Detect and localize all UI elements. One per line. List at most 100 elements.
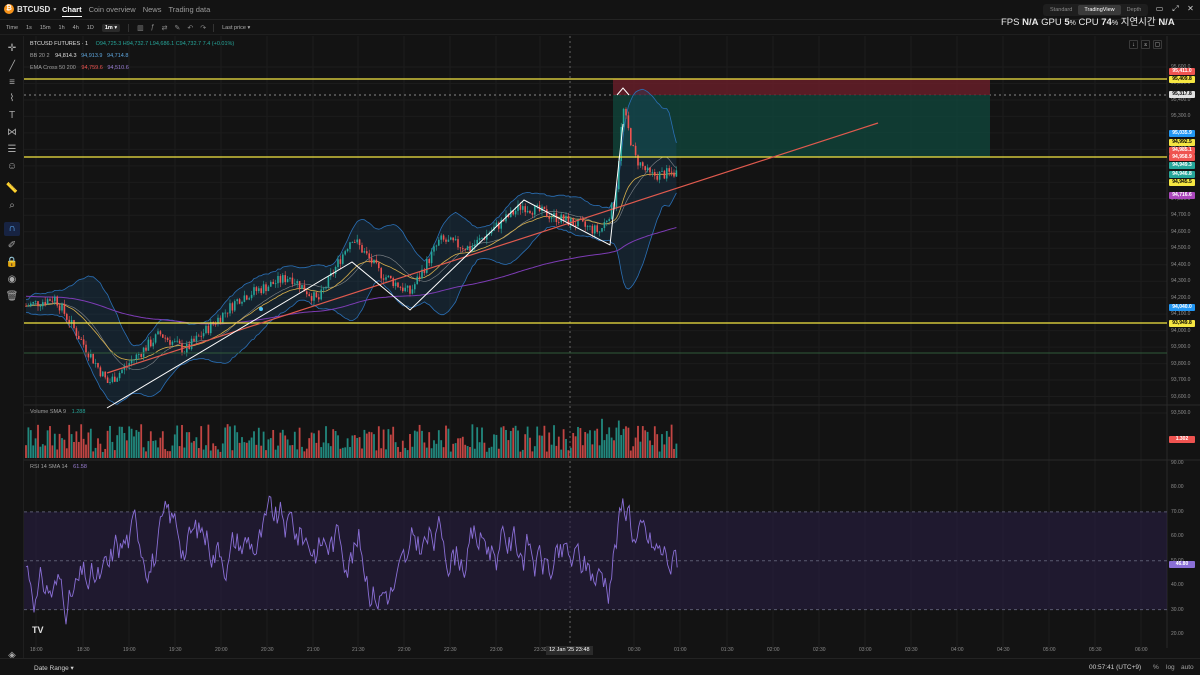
volume-bar (622, 428, 625, 458)
log-toggle[interactable]: log (1166, 664, 1175, 671)
volume-bar (262, 431, 265, 458)
interval-1d[interactable]: 1D (86, 24, 94, 31)
volume-bar (286, 439, 289, 458)
view-tradingview[interactable]: TradingView (1078, 5, 1121, 15)
candle-body (73, 320, 75, 329)
cpu-value: 74 (1101, 17, 1112, 28)
candle-body (46, 299, 49, 305)
volume-bar (116, 435, 119, 458)
lock-icon[interactable]: 🔒 (5, 257, 19, 268)
candle-body (534, 205, 536, 215)
tradingview-logo: TV (32, 625, 44, 635)
maximize-icon[interactable]: ⤢ (1172, 4, 1179, 13)
hline-icon[interactable]: ≡ (9, 77, 15, 88)
close-icon[interactable]: ✕ (1187, 4, 1194, 13)
performance-overlay: FPS N/A GPU 5% CPU 74% 지연시간 N/A (1001, 14, 1175, 28)
candle-body (90, 353, 92, 358)
date-range-button[interactable]: Date Range ▾ (34, 664, 74, 672)
auto-toggle[interactable]: auto (1181, 664, 1194, 671)
candle-body (632, 145, 634, 147)
magnet-icon[interactable]: ∩ (4, 222, 20, 236)
volume-bar (94, 447, 97, 458)
minimize-icon[interactable]: ▭ (1155, 4, 1164, 13)
candle-body (255, 287, 258, 292)
candle-body (567, 215, 570, 226)
trendline-icon[interactable]: ╱ (8, 61, 16, 72)
interval-15m[interactable]: 15m (39, 24, 51, 31)
volume-bar (620, 435, 623, 458)
time-axis-label: 19:30 (169, 647, 182, 653)
ruler-icon[interactable]: 📏 (5, 183, 19, 194)
candle-body (570, 218, 572, 226)
tab-trading-data[interactable]: Trading data (168, 5, 211, 14)
compare-icon[interactable]: ⇄ (161, 24, 168, 32)
interval-4h[interactable]: 4h (72, 24, 79, 31)
candle-body (630, 128, 632, 146)
draw-icon[interactable]: ✎ (174, 24, 181, 32)
tab-chart[interactable]: Chart (62, 5, 82, 17)
interval-1m[interactable]: 1m ▾ (101, 23, 121, 32)
candle-body (200, 335, 202, 337)
volume-bar (593, 430, 596, 458)
volume-bar (195, 437, 198, 458)
layers-icon[interactable]: ◈ (8, 650, 16, 661)
undo-icon[interactable]: ↶ (187, 24, 194, 32)
chart-canvas[interactable] (24, 36, 1200, 658)
symbol-selector[interactable]: ₿ BTCUSD ▾ (4, 4, 56, 14)
volume-bar (49, 426, 51, 458)
indicators-icon[interactable]: ƒ (150, 24, 155, 31)
eye-icon[interactable]: ◉ (7, 274, 17, 285)
tab-coin-overview[interactable]: Coin overview (88, 5, 136, 14)
drawings[interactable] (24, 78, 1167, 409)
price-type-select[interactable]: Last price ▾ (222, 25, 250, 31)
trash-icon[interactable]: 🗑 (5, 291, 19, 302)
volume-bar (159, 437, 162, 458)
volume-bar (51, 445, 54, 458)
candle-body (584, 221, 586, 227)
candle-body (358, 239, 361, 246)
candle-body (308, 294, 310, 297)
tab-news[interactable]: News (142, 5, 162, 14)
volume-bar (171, 445, 174, 458)
interval-1h[interactable]: 1h (58, 24, 65, 31)
zoom-icon[interactable]: ⌕ (9, 200, 15, 211)
volume-bar (641, 426, 644, 458)
candle-type-icon[interactable]: ▥ (137, 24, 144, 32)
volume-bar (579, 428, 582, 458)
xabcd-icon[interactable]: ⋈ (7, 127, 17, 138)
crosshair-icon[interactable]: ✛ (7, 43, 17, 54)
ema-slow: 94,510.6 (107, 65, 129, 71)
interval-1s[interactable]: 1s (26, 24, 32, 31)
price-axis-label: 95,600.0 (1171, 64, 1191, 70)
brush-icon[interactable]: ✐ (7, 240, 17, 251)
candle-body (56, 296, 58, 306)
volume-bar (332, 429, 335, 458)
candle-body (236, 299, 238, 302)
text-icon[interactable]: T (8, 110, 16, 121)
view-standard[interactable]: Standard (1050, 7, 1073, 13)
volume-bar (385, 449, 387, 458)
candle-body (634, 145, 637, 156)
candle-body (195, 335, 198, 342)
volume-bar (610, 437, 613, 458)
volume-bar (529, 437, 531, 458)
candle-body (207, 325, 210, 334)
volume-bar (209, 450, 212, 458)
price-axis-label: 94,600.0 (1171, 228, 1191, 235)
candle-body (265, 284, 267, 292)
candle-body (421, 269, 423, 279)
candle-body (202, 333, 205, 337)
symbol-name: BTCUSD (17, 4, 51, 14)
fib-icon[interactable]: ☰ (7, 144, 17, 155)
volume-bar (485, 451, 488, 458)
candle-body (433, 246, 435, 252)
smile-icon[interactable]: ☺ (6, 161, 18, 172)
collapse-icon[interactable]: ⌅ (1141, 40, 1150, 49)
redo-icon[interactable]: ↷ (200, 24, 207, 32)
percent-toggle[interactable]: % (1153, 664, 1159, 671)
fullscreen-icon[interactable]: ▢ (1153, 40, 1162, 49)
arrow-down-icon[interactable]: ↓ (1129, 40, 1138, 49)
candle-body (152, 342, 154, 347)
pattern-icon[interactable]: ⌇ (9, 93, 15, 104)
view-depth[interactable]: Depth (1126, 7, 1142, 13)
